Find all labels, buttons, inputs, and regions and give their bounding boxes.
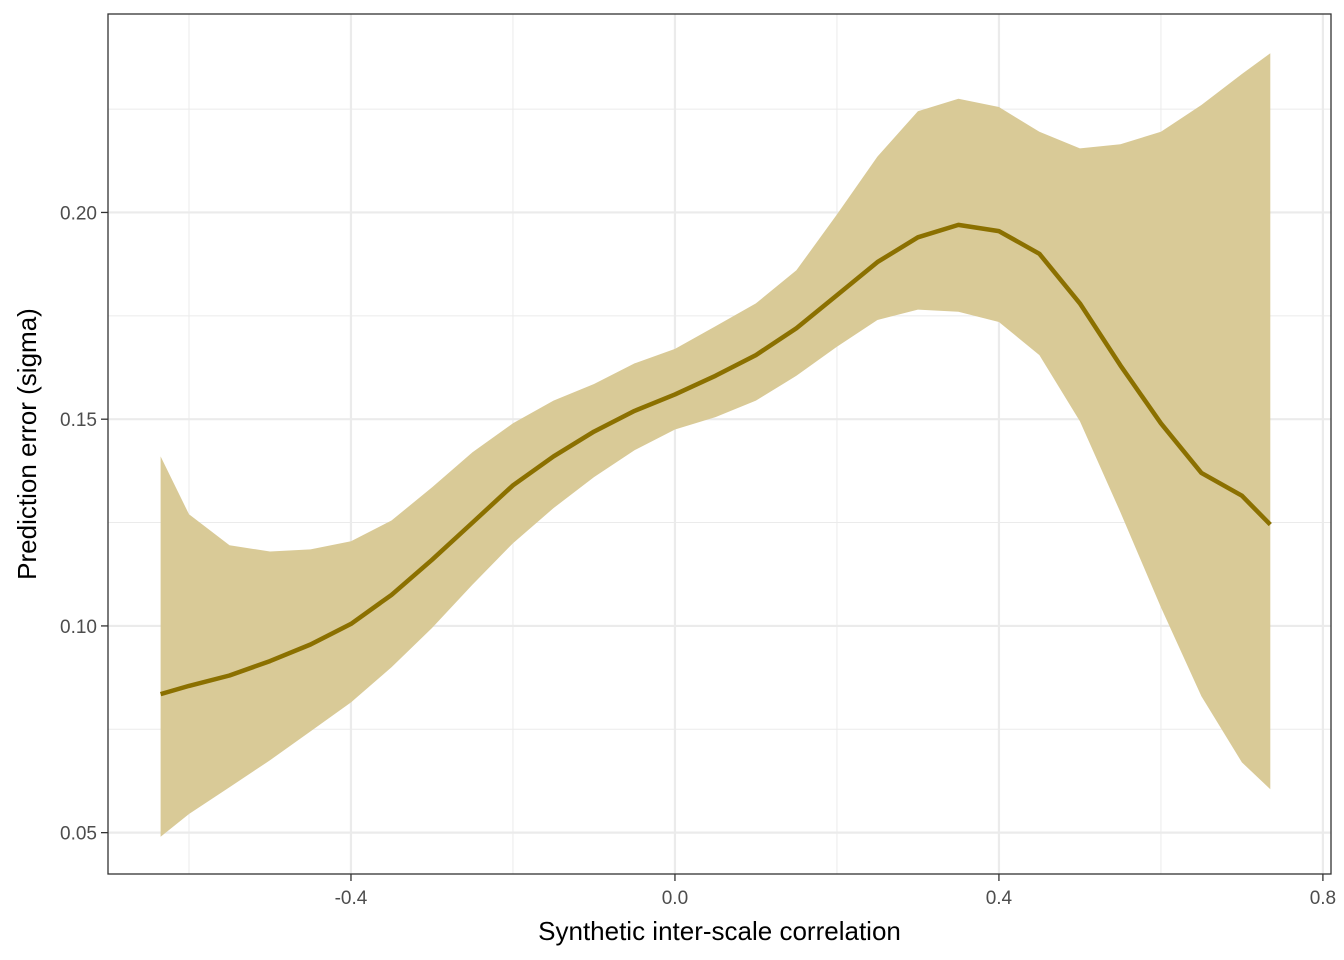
x-axis-title: Synthetic inter-scale correlation — [538, 916, 901, 946]
y-axis: 0.05 0.10 0.15 0.20 — [60, 203, 108, 845]
panel-border — [107, 13, 1332, 875]
series-line — [159, 222, 1272, 697]
y-tick-label: 0.20 — [60, 203, 97, 224]
y-tick-label: 0.05 — [60, 824, 97, 845]
y-tick-label: 0.10 — [60, 617, 97, 638]
x-axis: -0.4 0.0 0.4 0.8 — [335, 874, 1336, 909]
x-tick-label: -0.4 — [335, 888, 368, 909]
x-tick-label: 0.8 — [1310, 888, 1336, 909]
confidence-band — [160, 53, 1271, 837]
x-tick-label: 0.0 — [662, 888, 688, 909]
x-tick-label: 0.4 — [986, 888, 1013, 909]
y-tick-label: 0.15 — [60, 410, 97, 431]
y-axis-title: Prediction error (sigma) — [12, 308, 42, 580]
